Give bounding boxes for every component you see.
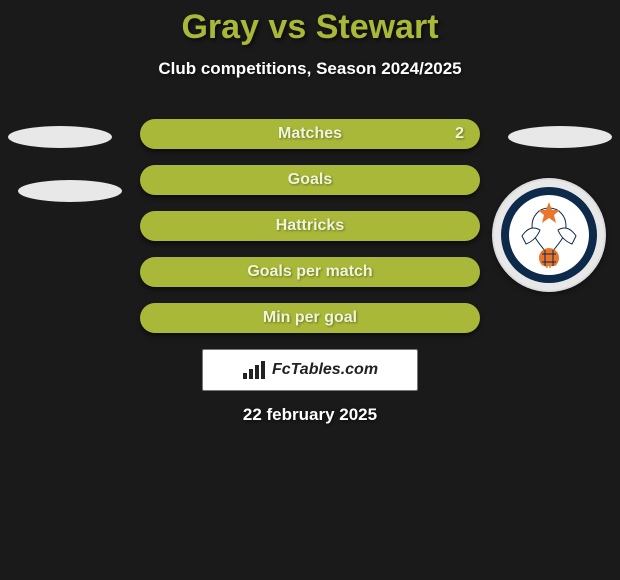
left-player-placeholder-1	[8, 126, 112, 148]
stat-row-matches: Matches 2	[140, 119, 480, 149]
right-player-placeholder	[508, 126, 612, 148]
stat-label: Matches	[278, 125, 342, 143]
page-subtitle: Club competitions, Season 2024/2025	[0, 59, 620, 79]
stat-label: Goals per match	[247, 263, 372, 281]
stat-row-goals-per-match: Goals per match	[140, 257, 480, 287]
stat-row-goals: Goals	[140, 165, 480, 195]
stat-label: Min per goal	[263, 309, 357, 327]
stat-label: Hattricks	[276, 217, 344, 235]
page-title: Gray vs Stewart	[0, 8, 620, 47]
left-player-placeholder-2	[18, 180, 122, 202]
stat-label: Goals	[288, 171, 332, 189]
comparison-card: Gray vs Stewart Club competitions, Seaso…	[0, 0, 620, 425]
stat-rows: Matches 2 Goals Hattricks Goals per matc…	[140, 119, 480, 333]
brand-box[interactable]: FcTables.com	[202, 349, 418, 391]
club-badge: ALBIREX	[492, 178, 606, 292]
brand-name: FcTables.com	[272, 361, 378, 379]
club-badge-icon: ALBIREX	[492, 178, 606, 292]
stat-row-hattricks: Hattricks	[140, 211, 480, 241]
stat-value-right: 2	[455, 125, 464, 143]
footer-date: 22 february 2025	[0, 405, 620, 425]
stat-row-min-per-goal: Min per goal	[140, 303, 480, 333]
bars-icon	[242, 360, 266, 380]
